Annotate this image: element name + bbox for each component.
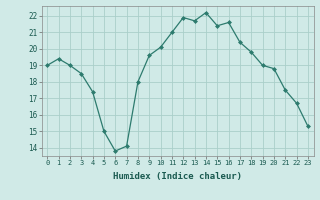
X-axis label: Humidex (Indice chaleur): Humidex (Indice chaleur) (113, 172, 242, 181)
